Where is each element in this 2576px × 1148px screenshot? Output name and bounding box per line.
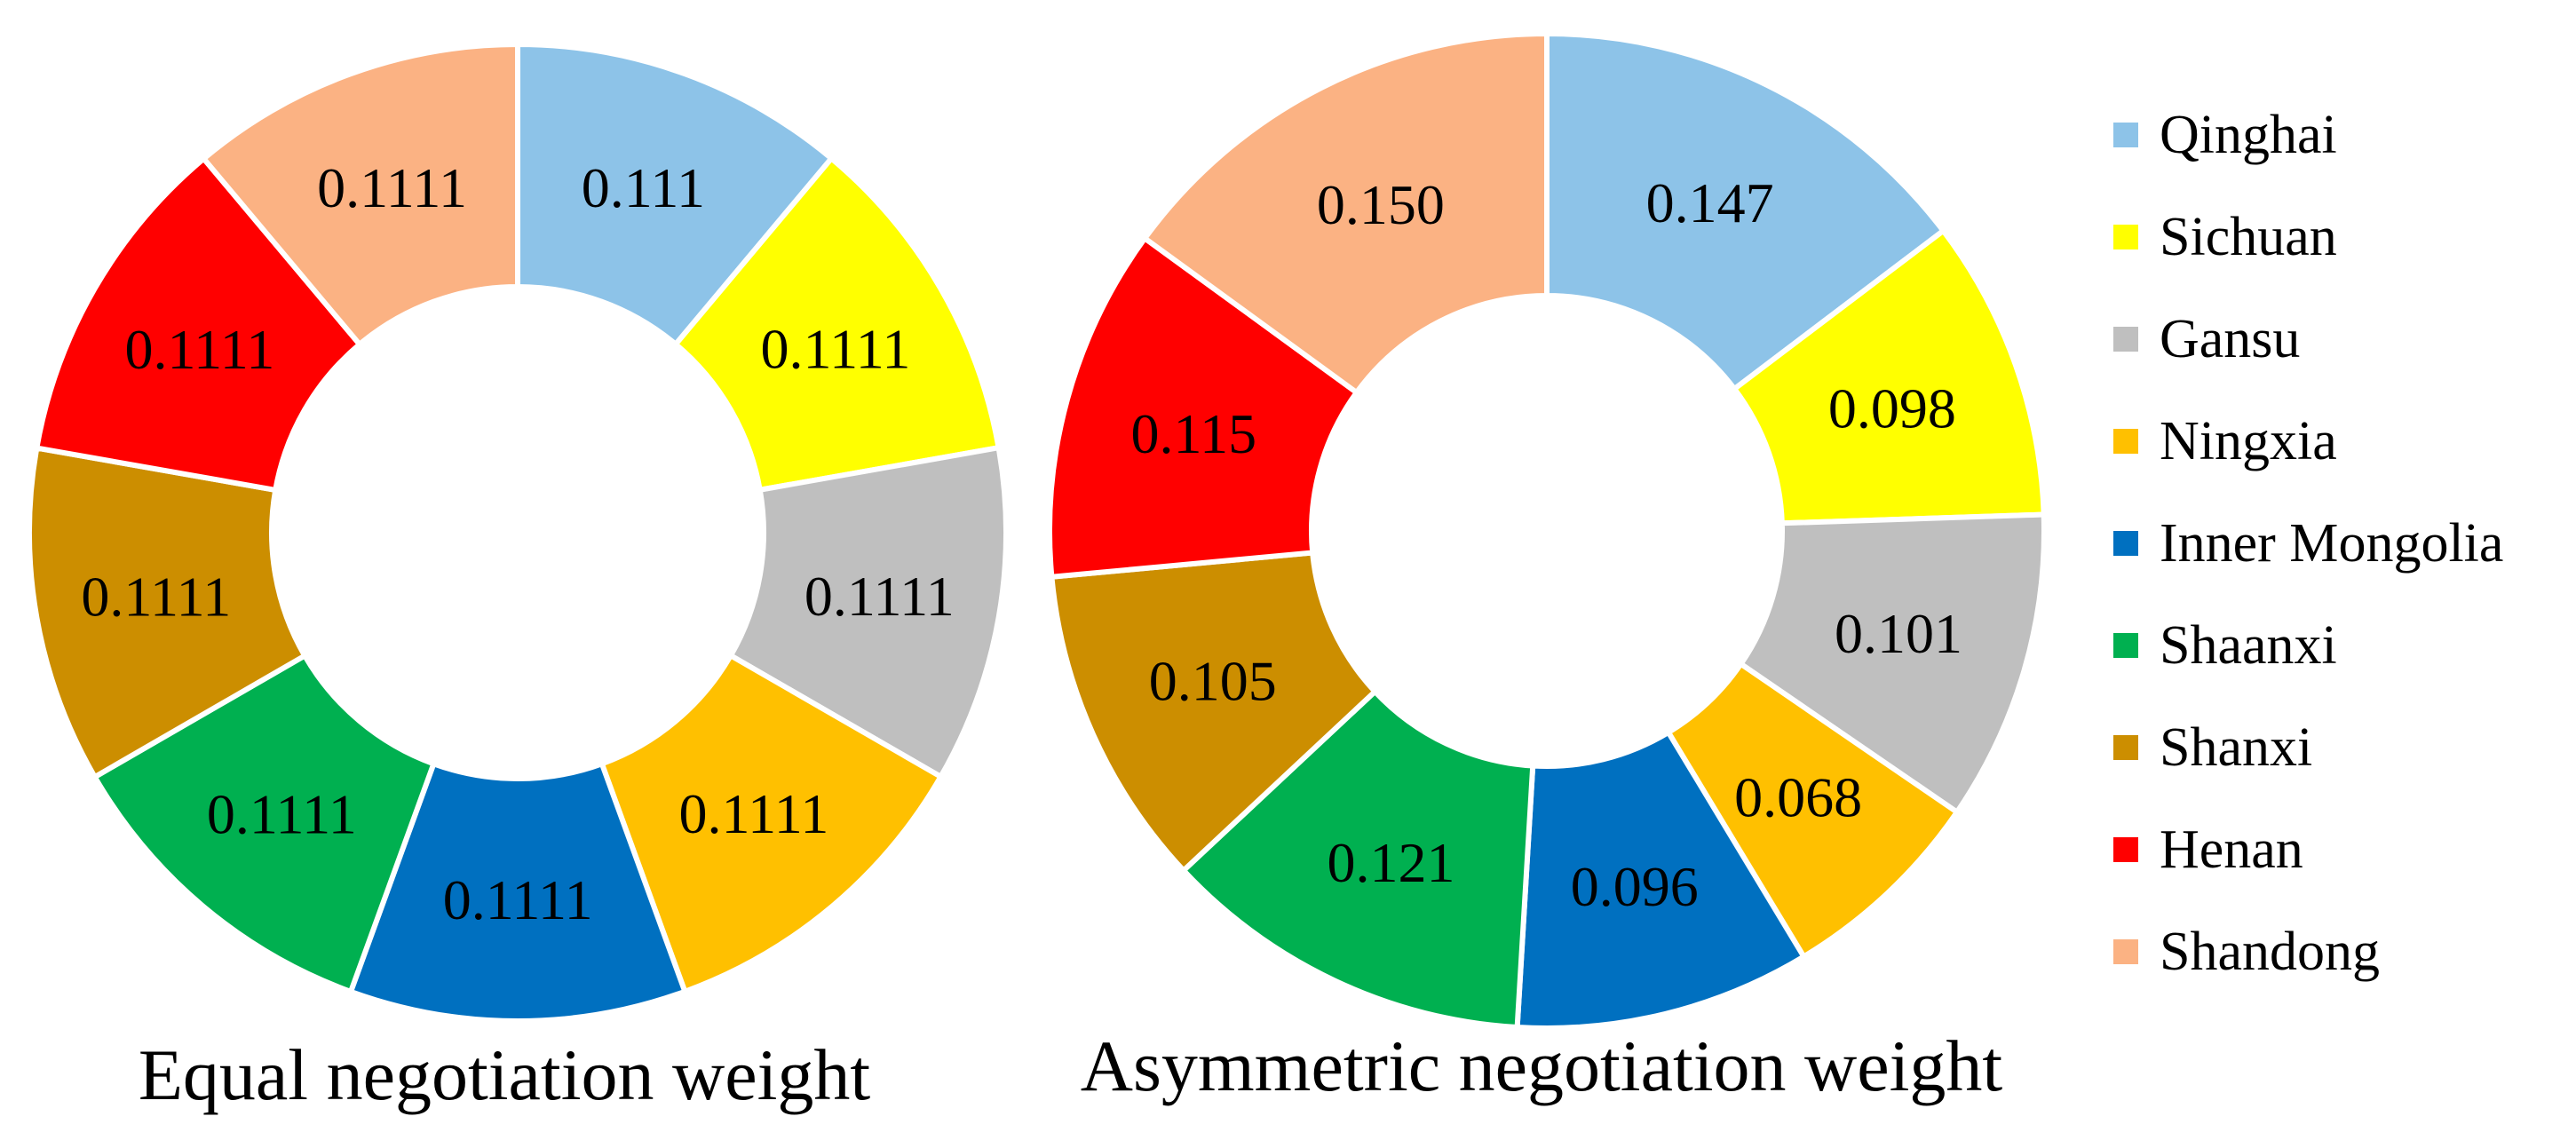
legend-swatch <box>2113 633 2138 658</box>
slice-henan <box>1047 234 1360 581</box>
slice-value-label: 0.115 <box>1130 402 1256 465</box>
slice-shaanxi <box>1179 687 1536 1031</box>
legend-swatch <box>2113 225 2138 249</box>
asymmetric-weight-donut-chart: 0.147 0.098 0.101 0.068 0.096 0.121 0.105 0.115… <box>1047 30 2048 1031</box>
slice-value-label: 0.1111 <box>443 868 593 931</box>
legend-label: Henan <box>2160 819 2303 880</box>
slice-sichuan <box>1731 226 2047 526</box>
slice-qinghai <box>515 41 836 348</box>
legend-swatch <box>2113 531 2138 556</box>
slice-sichuan <box>671 154 1003 494</box>
equal-weight-donut-chart: 0.111 0.1111 0.1111 0.1111 0.1111 0.1111 0.111… <box>27 41 1010 1025</box>
slice-value-label: 0.111 <box>582 156 705 219</box>
slice-value-label: 0.150 <box>1317 173 1445 236</box>
legend-swatch <box>2113 327 2138 352</box>
legend-label: Ningxia <box>2160 411 2337 471</box>
slice-value-label: 0.1111 <box>124 318 274 381</box>
legend-label: Qinghai <box>2160 105 2337 165</box>
slice-shaanxi <box>91 652 438 995</box>
slice-value-label: 0.1111 <box>317 156 467 219</box>
legend-label: Shandong <box>2160 922 2380 982</box>
slice-value-label: 0.068 <box>1734 766 1862 829</box>
slice-gansu <box>1737 511 2048 816</box>
slice-shanxi <box>27 445 309 781</box>
slice-shandong <box>1141 30 1550 397</box>
slice-value-label: 0.121 <box>1328 831 1455 894</box>
legend-swatch <box>2113 939 2138 964</box>
slice-ningxia <box>598 652 945 995</box>
slice-value-label: 0.1111 <box>678 782 828 845</box>
slice-value-label: 0.101 <box>1835 602 1962 665</box>
legend-label: Shaanxi <box>2160 615 2337 676</box>
legend-label: Shanxi <box>2160 717 2312 778</box>
legend-label: Sichuan <box>2160 207 2337 267</box>
slice-inner-mongolia <box>1514 728 1808 1031</box>
slice-inner-mongolia <box>347 760 689 1025</box>
slice-value-label: 0.1111 <box>81 565 231 628</box>
slice-value-label: 0.098 <box>1828 377 1956 440</box>
legend-swatch <box>2113 837 2138 862</box>
slice-value-label: 0.1111 <box>805 565 955 628</box>
legend: Qinghai Sichuan Gansu Ningxia Inner Mongolia… <box>2113 105 2503 982</box>
legend-label: Inner Mongolia <box>2160 513 2503 574</box>
slice-value-label: 0.1111 <box>761 318 911 381</box>
slice-shanxi <box>1049 550 1379 875</box>
chart-title-equal: Equal negotiation weight <box>139 1034 871 1115</box>
slice-value-label: 0.105 <box>1149 650 1277 713</box>
legend-label: Gansu <box>2160 309 2300 369</box>
slice-value-label: 0.147 <box>1646 171 1774 234</box>
slice-shandong <box>200 41 520 349</box>
slice-value-label: 0.1111 <box>207 782 357 845</box>
slice-qinghai <box>1544 30 1947 393</box>
legend-swatch <box>2113 429 2138 454</box>
slice-value-label: 0.096 <box>1571 855 1699 918</box>
slice-henan <box>33 154 364 494</box>
legend-swatch <box>2113 123 2138 147</box>
chart-title-asymmetric: Asymmetric negotiation weight <box>1081 1025 2003 1106</box>
legend-swatch <box>2113 735 2138 760</box>
